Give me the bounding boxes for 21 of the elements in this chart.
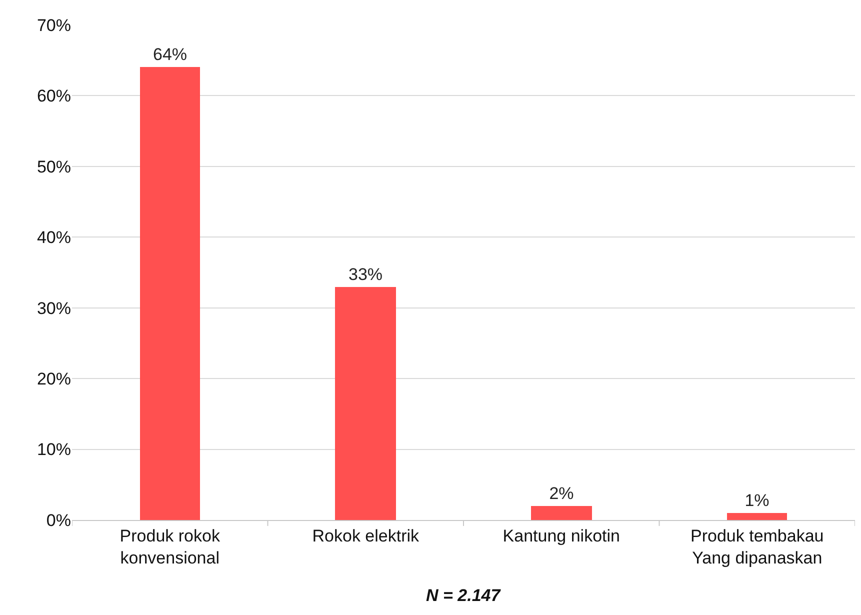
x-tick-label: Kantung nikotin bbox=[502, 526, 620, 546]
y-tick-label: 70% bbox=[36, 16, 71, 35]
bar bbox=[531, 506, 592, 520]
x-tick-label: Rokok elektrik bbox=[312, 526, 420, 546]
bar bbox=[727, 513, 787, 520]
y-tick-label: 10% bbox=[36, 440, 71, 460]
y-tick-label: 0% bbox=[46, 510, 71, 530]
y-tick-label: 30% bbox=[36, 298, 71, 318]
data-label: 64% bbox=[152, 45, 188, 64]
bar bbox=[335, 287, 396, 520]
data-label: 1% bbox=[744, 491, 770, 510]
x-tick-label: Produk tembakau Yang dipanaskan bbox=[690, 526, 824, 568]
y-tick-label: 60% bbox=[36, 86, 71, 106]
bar bbox=[140, 67, 200, 520]
y-tick-label: 50% bbox=[36, 157, 71, 176]
data-label: 33% bbox=[348, 265, 383, 284]
y-tick-label: 20% bbox=[36, 370, 71, 389]
text: N = 2.147 bbox=[426, 586, 502, 605]
data-label: 2% bbox=[549, 484, 574, 503]
x-tick-label: Produk rokok konvensional bbox=[120, 526, 220, 568]
y-tick-label: 40% bbox=[36, 228, 71, 248]
